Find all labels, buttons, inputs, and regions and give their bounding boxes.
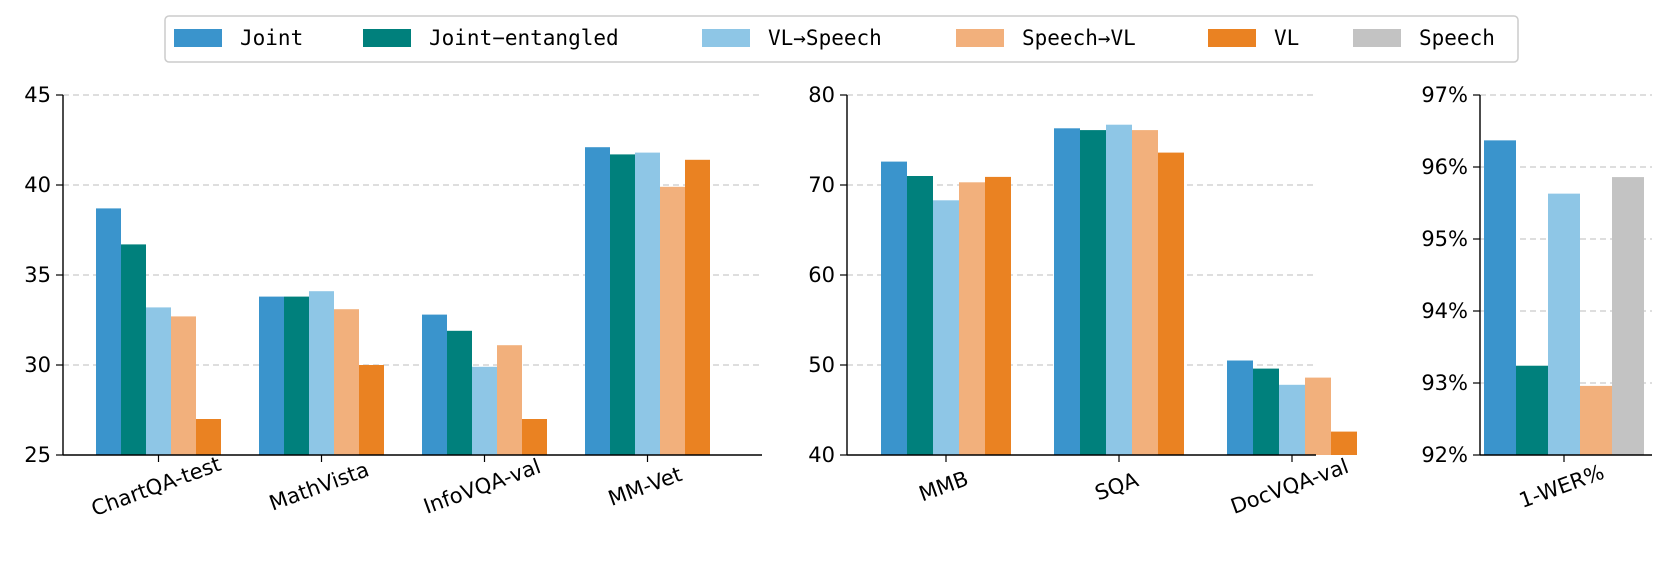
bar-vl-speech [1279, 384, 1305, 455]
x-category-label: SQA [1092, 467, 1142, 505]
bar-joint-entangled [610, 154, 635, 455]
legend-label: Joint [240, 26, 303, 50]
bar-vl-speech [635, 152, 660, 455]
legend-swatch [956, 29, 1004, 47]
y-tick-label: 40 [808, 443, 835, 467]
chart-panels: 25 30 35 40 45 ChartQA-test MathVista InfoVQA-v… [24, 83, 1652, 521]
bar-vl [359, 365, 384, 455]
bar-joint-entangled [1516, 365, 1548, 455]
legend-label: Joint−entangled [429, 26, 619, 50]
bar-speech-vl [1580, 385, 1612, 455]
legend-swatch [702, 29, 750, 47]
x-category-label: MMB [916, 466, 972, 506]
legend-item-vl: VL [1208, 26, 1299, 50]
bar-joint-entangled [447, 330, 472, 455]
legend-swatch [174, 29, 222, 47]
legend-frame [164, 15, 1519, 63]
legend-label: VL→Speech [768, 26, 882, 50]
legend-item-vl-speech: VL→Speech [702, 26, 882, 50]
bar-joint-entangled [121, 244, 146, 455]
bar-joint-entangled [1253, 368, 1279, 455]
y-tick-label: 60 [808, 263, 835, 287]
legend-item-joint: Joint [174, 26, 303, 50]
legend-swatch [363, 29, 411, 47]
bar-speech [1612, 177, 1644, 455]
y-tick-label: 95% [1421, 227, 1468, 251]
bar-joint [1484, 140, 1516, 456]
bar-joint [259, 296, 284, 455]
y-tick-label: 94% [1421, 299, 1468, 323]
bar-vl [1158, 152, 1184, 455]
benchmark-panel-vl: 25 30 35 40 45 ChartQA-test MathVista InfoVQA-v… [24, 83, 762, 521]
bar-vl [1331, 431, 1357, 455]
bar-speech-vl [959, 182, 985, 456]
bar-speech-vl [334, 309, 359, 455]
bar-speech-vl [1305, 377, 1331, 455]
y-tick-label: 96% [1421, 155, 1468, 179]
bar-vl-speech [309, 291, 334, 455]
y-tick-label: 25 [24, 443, 51, 467]
legend-swatch [1353, 29, 1401, 47]
bar-joint [881, 161, 907, 455]
bar-joint-entangled [284, 296, 309, 455]
bar-vl-speech [1548, 193, 1580, 455]
bar-speech-vl [171, 316, 196, 455]
legend-label: Speech→VL [1022, 26, 1136, 50]
bar-vl-speech [1106, 124, 1132, 455]
x-category-label: 1-WER% [1516, 460, 1608, 513]
bar-vl [196, 419, 221, 455]
bar-joint [1227, 360, 1253, 455]
y-tick-label: 30 [24, 353, 51, 377]
y-tick-label: 45 [24, 83, 51, 107]
bar-speech-vl [1132, 130, 1158, 455]
y-tick-label: 93% [1421, 371, 1468, 395]
bar-joint [96, 208, 121, 455]
x-category-label: MathVista [266, 457, 372, 515]
x-category-label: DocVQA-val [1227, 454, 1351, 519]
y-tick-label: 35 [24, 263, 51, 287]
legend: Joint Joint−entangled VL→Speech Speech→VL VL… [164, 15, 1519, 63]
legend-label: VL [1274, 26, 1299, 50]
bar-joint-entangled [907, 176, 933, 455]
bar-vl-speech [933, 200, 959, 455]
y-tick-label: 97% [1421, 83, 1468, 107]
benchmark-panel-vqa: 40 50 60 70 80 MMB SQA DocVQA-val [808, 83, 1357, 519]
bar-vl [685, 159, 710, 456]
y-tick-label: 80 [808, 83, 835, 107]
bar-vl-speech [146, 307, 171, 455]
x-category-label: ChartQA-test [88, 452, 224, 521]
benchmark-panel-asr: 92% 93% 94% 95% 96% 97% 1-WER% [1421, 83, 1652, 513]
bar-vl-speech [472, 366, 497, 455]
legend-item-joint-entangled: Joint−entangled [363, 26, 619, 50]
y-tick-label: 40 [24, 173, 51, 197]
legend-swatch [1208, 29, 1256, 47]
bar-joint-entangled [1080, 130, 1106, 455]
y-tick-label: 70 [808, 173, 835, 197]
bar-vl [985, 176, 1011, 455]
y-tick-label: 50 [808, 353, 835, 377]
x-category-label: InfoVQA-val [420, 454, 544, 519]
legend-item-speech-vl: Speech→VL [956, 26, 1136, 50]
bar-joint [1054, 128, 1080, 456]
bar-speech-vl [497, 345, 522, 455]
bar-vl [522, 419, 547, 455]
y-tick-label: 92% [1421, 443, 1468, 467]
bar-joint [422, 314, 447, 455]
bar-joint [585, 147, 610, 455]
legend-item-speech: Speech [1353, 26, 1495, 50]
legend-label: Speech [1419, 26, 1495, 50]
x-category-label: MM-Vet [605, 462, 685, 511]
bar-speech-vl [660, 186, 685, 456]
